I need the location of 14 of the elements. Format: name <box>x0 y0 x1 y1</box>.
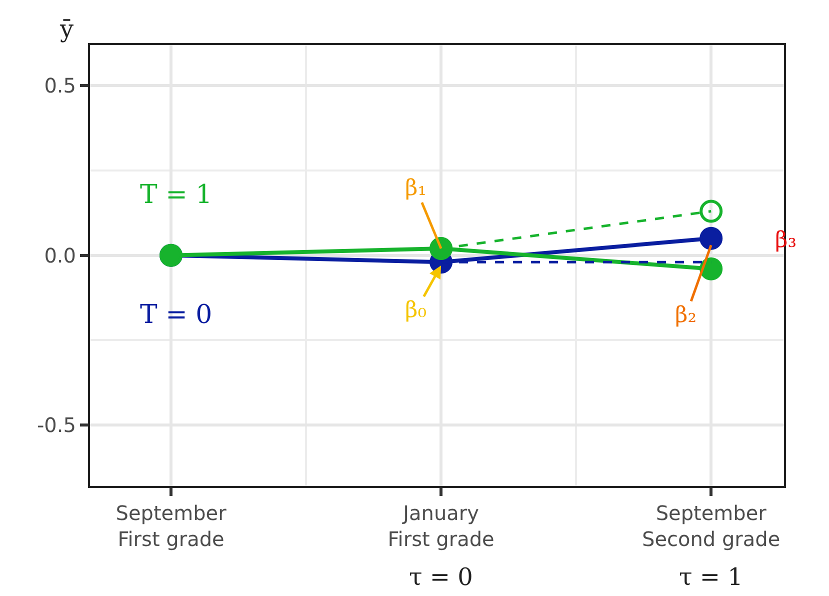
text: τ = 1 <box>679 563 743 591</box>
annotation: β₂ <box>675 303 697 328</box>
x-tick-label: September First grade <box>116 501 228 551</box>
y-tick-label: 0.5 <box>44 74 76 98</box>
annotation: β₀ <box>405 298 427 323</box>
x-tick-label: September Second grade <box>642 501 780 551</box>
y-tick-label: 0.0 <box>44 243 76 268</box>
series-label: T = 1 <box>140 180 212 210</box>
y-axis-title: ȳ <box>59 15 74 43</box>
text: τ = 0 <box>409 563 473 591</box>
annotation: β₁ <box>405 176 427 201</box>
series-label: T = 0 <box>140 300 212 330</box>
x-tick-label: January First grade <box>388 501 494 551</box>
y-tick-label: -0.5 <box>36 412 76 437</box>
